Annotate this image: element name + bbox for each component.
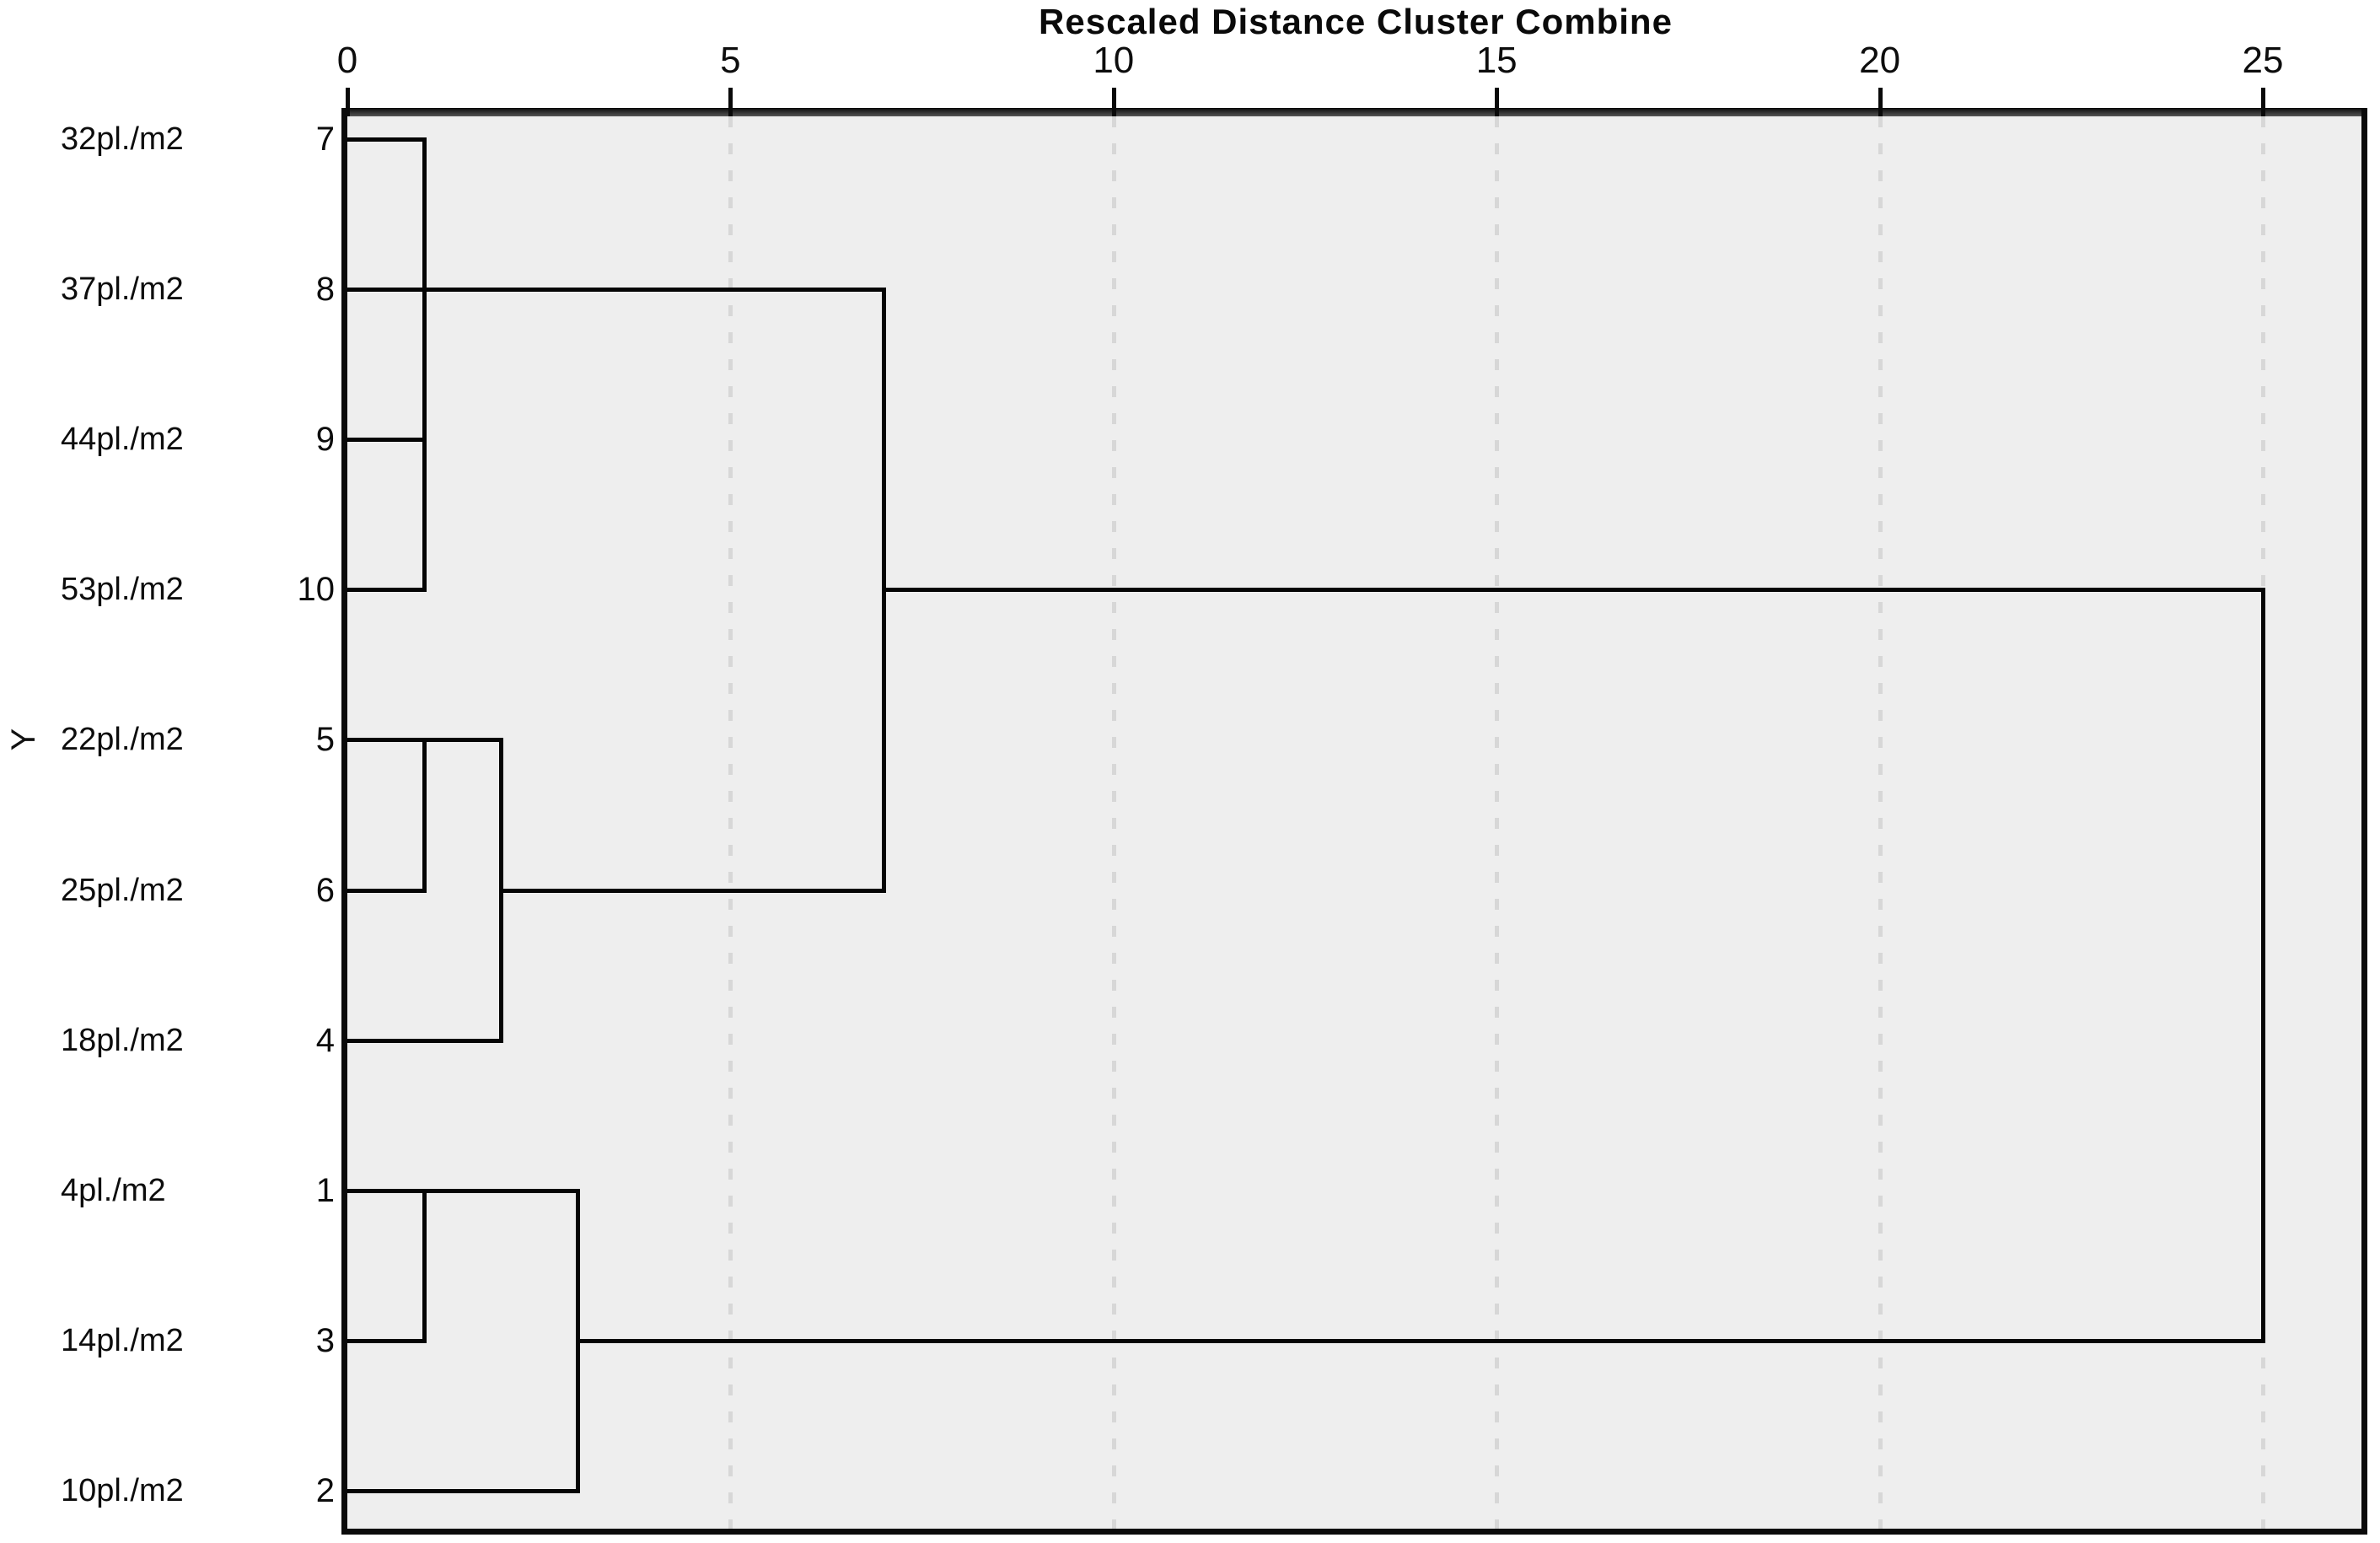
- tick-label-10: 10: [1093, 40, 1135, 81]
- tick-label-15: 15: [1475, 40, 1518, 81]
- dendrogram-h-segment: [342, 1188, 580, 1193]
- leaf-label: 4pl./m2: [61, 1172, 166, 1208]
- gridline-5: [728, 116, 733, 1529]
- leaf-case-number: 8: [315, 271, 335, 309]
- dendrogram-v-segment: [2261, 588, 2265, 1343]
- leaf-label: 44pl./m2: [61, 422, 184, 458]
- dendrogram-v-segment: [422, 1188, 427, 1343]
- leaf-case-number: 5: [315, 721, 335, 759]
- leaf-case-number: 4: [315, 1021, 335, 1059]
- leaf-case-number: 6: [315, 871, 335, 909]
- dendrogram-h-segment: [342, 1488, 580, 1493]
- dendrogram-h-segment: [882, 588, 2265, 593]
- x-axis-bar: [341, 108, 2367, 116]
- leaf-label: 53pl./m2: [61, 572, 184, 608]
- tick-mark-25: [2261, 88, 2265, 116]
- plot-border-bottom: [341, 1529, 2367, 1535]
- dendrogram-v-segment: [422, 738, 427, 893]
- tick-label-20: 20: [1859, 40, 1901, 81]
- chart-title: Rescaled Distance Cluster Combine: [1039, 2, 1673, 41]
- leaf-case-number: 9: [315, 421, 335, 459]
- tick-label-5: 5: [720, 40, 741, 81]
- leaf-label: 22pl./m2: [61, 722, 184, 758]
- dendrogram-h-segment: [498, 888, 887, 893]
- tick-mark-10: [1111, 88, 1116, 116]
- leaf-label: 37pl./m2: [61, 272, 184, 308]
- dendrogram-v-segment: [498, 738, 503, 1043]
- dendrogram-h-segment: [342, 137, 427, 142]
- dendrogram-h-segment: [342, 288, 887, 293]
- leaf-label: 14pl./m2: [61, 1322, 184, 1358]
- leaf-case-number: 7: [315, 121, 335, 158]
- leaf-case-number: 3: [315, 1321, 335, 1359]
- plot-area: [347, 116, 2361, 1529]
- dendrogram-h-segment: [342, 1338, 427, 1343]
- plot-border-right: [2361, 108, 2367, 1535]
- tick-label-25: 25: [2242, 40, 2284, 81]
- tick-mark-5: [728, 88, 733, 116]
- leaf-label: 25pl./m2: [61, 872, 184, 908]
- dendrogram-h-segment: [342, 1038, 503, 1043]
- dendrogram-h-segment: [342, 438, 427, 443]
- leaf-case-number: 10: [297, 571, 336, 609]
- tick-mark-15: [1495, 88, 1500, 116]
- gridline-10: [1111, 116, 1116, 1529]
- tick-mark-0: [346, 88, 350, 116]
- leaf-case-number: 1: [315, 1171, 335, 1209]
- gridline-15: [1495, 116, 1500, 1529]
- tick-label-0: 0: [336, 40, 358, 81]
- leaf-case-number: 2: [315, 1471, 335, 1509]
- dendrogram-h-segment: [575, 1338, 2265, 1343]
- gridline-20: [1878, 116, 1883, 1529]
- leaf-label: 32pl./m2: [61, 121, 184, 157]
- dendrogram-v-segment: [575, 1188, 580, 1493]
- dendrogram-v-segment: [422, 137, 427, 593]
- tick-mark-20: [1878, 88, 1883, 116]
- dendrogram-h-segment: [342, 888, 427, 893]
- dendrogram-v-segment: [882, 288, 887, 893]
- leaf-label: 18pl./m2: [61, 1022, 184, 1058]
- plot-border-left: [341, 108, 347, 1535]
- leaf-label: 10pl./m2: [61, 1472, 184, 1508]
- y-axis-label: Y: [5, 728, 42, 751]
- dendrogram-h-segment: [342, 588, 427, 593]
